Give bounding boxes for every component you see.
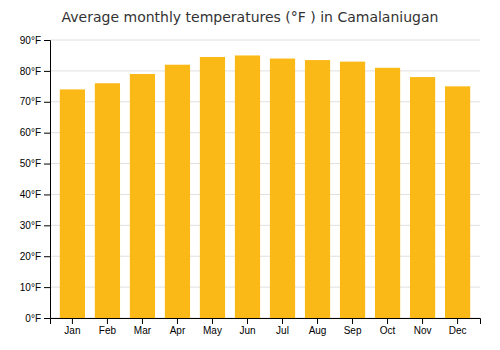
tick-label: 20°F xyxy=(20,251,41,262)
chart: Average monthly temperatures (°F ) in Ca… xyxy=(0,0,500,350)
title: Average monthly temperatures (°F ) in Ca… xyxy=(62,9,439,25)
tick: Aug xyxy=(309,318,327,336)
tick: 20°F xyxy=(20,251,50,262)
tick-label: Mar xyxy=(134,325,152,336)
tick: 0°F xyxy=(25,313,50,324)
bar xyxy=(410,77,435,318)
x-axis: Jan Feb Mar Apr May Jun Jul Aug Sep Oct Nov Dec xyxy=(51,318,481,336)
tick-label: Oct xyxy=(380,325,396,336)
tick-mark xyxy=(317,318,318,324)
tick: Apr xyxy=(170,318,186,336)
tick-mark xyxy=(387,318,388,324)
tick-mark xyxy=(247,318,248,324)
tick-mark xyxy=(422,318,423,324)
tick-label: 90°F xyxy=(20,35,41,46)
plot: 0°F 10°F 20°F 30°F 40°F 50°F 60°F 70°F 80°F 90°F J… xyxy=(20,35,481,336)
tick-label: Dec xyxy=(449,325,467,336)
tick: May xyxy=(203,318,222,336)
tick-label: 50°F xyxy=(20,158,41,169)
bar xyxy=(445,86,470,318)
tick: 80°F xyxy=(20,66,50,77)
tick-label: 0°F xyxy=(25,313,41,324)
tick: Sep xyxy=(344,318,362,336)
tick-mark xyxy=(44,40,50,41)
tick: Jul xyxy=(276,318,289,336)
tick-mark xyxy=(107,318,108,324)
tick-label: 10°F xyxy=(20,282,41,293)
grid-line xyxy=(50,70,480,71)
tick-mark xyxy=(44,133,50,134)
bars xyxy=(60,55,470,318)
tick-mark xyxy=(352,318,353,324)
y-axis: 0°F 10°F 20°F 30°F 40°F 50°F 60°F 70°F 80°F 90°F xyxy=(20,35,51,324)
tick-label: Feb xyxy=(99,325,117,336)
bar xyxy=(200,57,225,318)
tick: Nov xyxy=(414,318,432,336)
axis-line xyxy=(44,41,51,319)
tick-mark xyxy=(44,164,50,165)
tick: 70°F xyxy=(20,96,50,107)
bar xyxy=(305,60,330,318)
bar xyxy=(340,62,365,318)
tick: Jan xyxy=(64,318,80,336)
tick-mark xyxy=(177,318,178,324)
tick: 50°F xyxy=(20,158,50,169)
tick-mark xyxy=(282,318,283,324)
tick-label: Jul xyxy=(276,325,289,336)
bar xyxy=(95,83,120,318)
tick-mark xyxy=(44,287,50,288)
bar xyxy=(375,68,400,318)
grid-line xyxy=(50,40,480,41)
tick-mark xyxy=(72,318,73,324)
tick: 90°F xyxy=(20,35,50,46)
tick-label: 70°F xyxy=(20,96,41,107)
grid xyxy=(50,40,480,318)
tick: 30°F xyxy=(20,220,50,231)
tick-mark xyxy=(142,318,143,324)
tick-mark xyxy=(44,194,50,195)
tick: 60°F xyxy=(20,127,50,138)
tick-label: 60°F xyxy=(20,127,41,138)
tick: Mar xyxy=(134,318,152,336)
tick-label: Apr xyxy=(170,325,186,336)
tick: 10°F xyxy=(20,282,50,293)
tick-mark xyxy=(44,225,50,226)
tick-label: May xyxy=(203,325,222,336)
tick-label: 80°F xyxy=(20,66,41,77)
bar xyxy=(165,65,190,318)
tick: Dec xyxy=(449,318,467,336)
tick: Feb xyxy=(99,318,117,336)
tick-mark xyxy=(44,256,50,257)
axis-line xyxy=(51,319,481,325)
tick-label: 30°F xyxy=(20,220,41,231)
tick-mark xyxy=(44,102,50,103)
tick-mark xyxy=(457,318,458,324)
bar xyxy=(270,59,295,318)
tick-mark xyxy=(212,318,213,324)
tick-label: 40°F xyxy=(20,189,41,200)
tick-label: Jan xyxy=(64,325,80,336)
tick-mark xyxy=(44,318,50,319)
bar xyxy=(60,89,85,318)
tick: Oct xyxy=(380,318,396,336)
tick-label: Sep xyxy=(344,325,362,336)
tick: 40°F xyxy=(20,189,50,200)
bar xyxy=(130,74,155,318)
tick-label: Jun xyxy=(239,325,255,336)
tick-label: Aug xyxy=(309,325,327,336)
tick-mark xyxy=(44,71,50,72)
bar xyxy=(235,55,260,318)
tick: Jun xyxy=(239,318,255,336)
tick-label: Nov xyxy=(414,325,432,336)
